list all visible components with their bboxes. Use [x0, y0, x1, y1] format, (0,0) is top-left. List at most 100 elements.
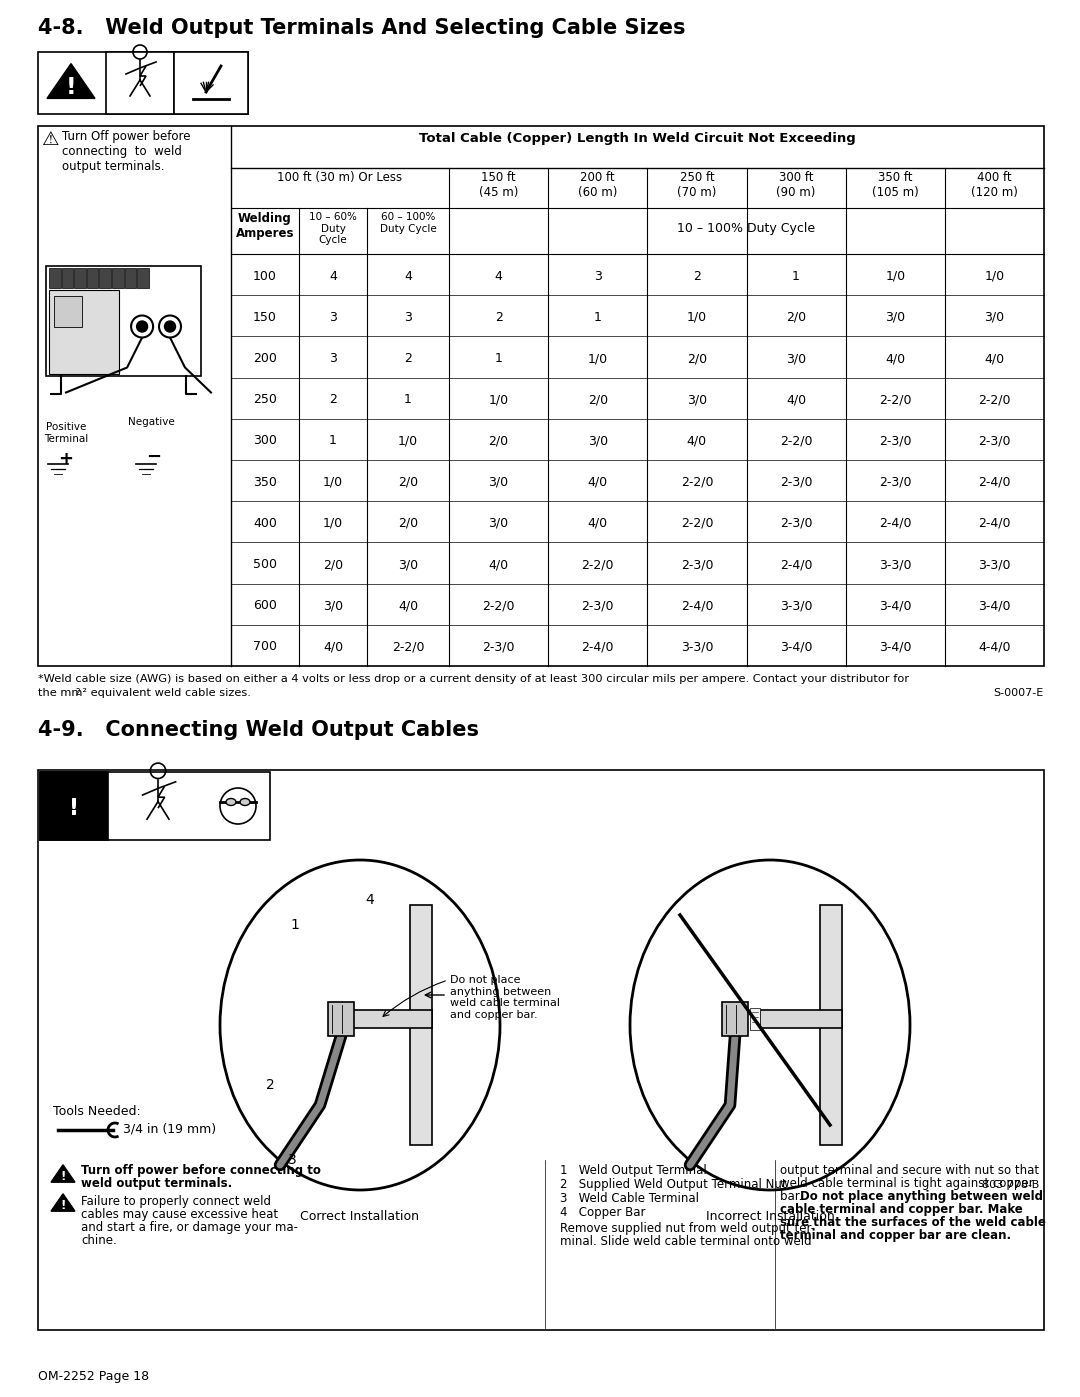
Text: 300: 300	[253, 434, 276, 447]
Text: 3-3/0: 3-3/0	[680, 640, 713, 654]
Text: 3-4/0: 3-4/0	[780, 640, 812, 654]
Text: Negative: Negative	[127, 416, 174, 427]
Text: 500: 500	[253, 557, 276, 571]
Text: 2/0: 2/0	[323, 557, 343, 571]
Text: 3: 3	[594, 270, 602, 282]
Text: 4: 4	[495, 270, 502, 282]
Text: 10 – 100% Duty Cycle: 10 – 100% Duty Cycle	[677, 222, 815, 235]
Bar	[75, 268, 85, 288]
Bar	[760, 1010, 842, 1028]
Text: the mm² equivalent weld cable sizes.: the mm² equivalent weld cable sizes.	[38, 687, 251, 698]
Text: Do not place anything between weld: Do not place anything between weld	[800, 1190, 1043, 1203]
Text: 3-4/0: 3-4/0	[879, 599, 912, 612]
Text: !: !	[66, 75, 77, 99]
Text: 2-2/0: 2-2/0	[581, 557, 615, 571]
Bar	[124, 268, 136, 288]
Text: 1/0: 1/0	[984, 270, 1004, 282]
Text: 2: 2	[266, 1078, 274, 1092]
Text: 3/0: 3/0	[588, 434, 608, 447]
Text: 4/0: 4/0	[984, 352, 1004, 365]
Text: 4/0: 4/0	[588, 475, 608, 489]
Text: 2/0: 2/0	[397, 475, 418, 489]
Text: 3/0: 3/0	[984, 310, 1004, 324]
Text: 150: 150	[253, 310, 276, 324]
Bar	[99, 268, 111, 288]
Text: 2-2/0: 2-2/0	[978, 393, 1011, 407]
Circle shape	[159, 316, 181, 338]
Bar	[46, 265, 201, 376]
Text: 3: 3	[329, 310, 337, 324]
Text: output terminal and secure with nut so that: output terminal and secure with nut so t…	[780, 1164, 1039, 1178]
Text: 1/0: 1/0	[323, 475, 343, 489]
Text: Turn Off power before
connecting  to  weld
output terminals.: Turn Off power before connecting to weld…	[62, 130, 190, 173]
Text: 2-3/0: 2-3/0	[978, 434, 1011, 447]
Bar	[350, 1010, 432, 1028]
Bar	[723, 1002, 748, 1037]
Text: 3-3/0: 3-3/0	[780, 599, 812, 612]
Text: 150 ft
(45 m): 150 ft (45 m)	[478, 170, 518, 198]
Bar	[40, 773, 108, 840]
Text: bar.: bar.	[780, 1190, 806, 1203]
Text: and start a fire, or damage your ma-: and start a fire, or damage your ma-	[81, 1221, 298, 1234]
Text: 4: 4	[366, 893, 375, 907]
Text: 2-4/0: 2-4/0	[581, 640, 615, 654]
Text: weld output terminals.: weld output terminals.	[81, 1178, 232, 1190]
Text: 1/0: 1/0	[886, 270, 905, 282]
Text: weld cable terminal is tight against copper: weld cable terminal is tight against cop…	[780, 1178, 1034, 1190]
Text: 1/0: 1/0	[323, 517, 343, 529]
Text: 2/0: 2/0	[687, 352, 707, 365]
Text: 3/0: 3/0	[786, 352, 806, 365]
Bar	[40, 773, 270, 840]
Text: 2-3/0: 2-3/0	[581, 599, 615, 612]
Text: 4/0: 4/0	[588, 517, 608, 529]
Text: 2-2/0: 2-2/0	[392, 640, 424, 654]
Text: 100: 100	[253, 270, 276, 282]
Bar	[49, 291, 119, 374]
Text: 250 ft
(70 m): 250 ft (70 m)	[677, 170, 717, 198]
Text: terminal and copper bar are clean.: terminal and copper bar are clean.	[780, 1229, 1011, 1242]
Bar	[38, 770, 1044, 1330]
Text: minal. Slide weld cable terminal onto weld: minal. Slide weld cable terminal onto we…	[561, 1235, 812, 1248]
Text: !: !	[69, 798, 79, 819]
Text: 3/0: 3/0	[886, 310, 905, 324]
Ellipse shape	[226, 799, 237, 806]
Text: 803 778-B: 803 778-B	[982, 1180, 1039, 1190]
Text: 400 ft
(120 m): 400 ft (120 m)	[971, 170, 1017, 198]
Bar	[750, 1009, 760, 1030]
Text: 2-3/0: 2-3/0	[879, 434, 912, 447]
Text: 60 – 100%
Duty Cycle: 60 – 100% Duty Cycle	[380, 212, 436, 233]
Text: 1/0: 1/0	[588, 352, 608, 365]
Text: Failure to properly connect weld: Failure to properly connect weld	[81, 1194, 271, 1208]
Text: 3: 3	[404, 310, 411, 324]
Text: 4/0: 4/0	[886, 352, 905, 365]
Text: 2   Supplied Weld Output Terminal Nut: 2 Supplied Weld Output Terminal Nut	[561, 1178, 786, 1192]
Text: sure that the surfaces of the weld cable: sure that the surfaces of the weld cable	[780, 1215, 1045, 1229]
Text: 2/0: 2/0	[397, 517, 418, 529]
Ellipse shape	[220, 861, 500, 1190]
Text: 3/0: 3/0	[488, 475, 509, 489]
Text: −: −	[147, 448, 162, 467]
Text: 2-3/0: 2-3/0	[780, 475, 812, 489]
Text: 1: 1	[792, 270, 800, 282]
Text: 2-2/0: 2-2/0	[483, 599, 515, 612]
Text: Do not place
anything between
weld cable terminal
and copper bar.: Do not place anything between weld cable…	[450, 975, 561, 1020]
Text: 3: 3	[329, 352, 337, 365]
Bar	[54, 296, 82, 327]
Text: 3/0: 3/0	[687, 393, 707, 407]
Text: 2-2/0: 2-2/0	[680, 517, 713, 529]
Text: 4   Copper Bar: 4 Copper Bar	[561, 1206, 646, 1220]
Circle shape	[164, 321, 175, 332]
Text: 2: 2	[75, 687, 80, 697]
Text: 1/0: 1/0	[397, 434, 418, 447]
Text: Remove supplied nut from weld output ter-: Remove supplied nut from weld output ter…	[561, 1222, 815, 1235]
Text: 1: 1	[404, 393, 411, 407]
Text: 4-9.   Connecting Weld Output Cables: 4-9. Connecting Weld Output Cables	[38, 719, 480, 740]
Text: Incorrect Installation: Incorrect Installation	[705, 1210, 835, 1222]
Text: 4-8.   Weld Output Terminals And Selecting Cable Sizes: 4-8. Weld Output Terminals And Selecting…	[38, 18, 686, 38]
Polygon shape	[48, 64, 95, 98]
Text: 2-3/0: 2-3/0	[680, 557, 713, 571]
Text: 2-4/0: 2-4/0	[680, 599, 713, 612]
Polygon shape	[51, 1165, 75, 1182]
Text: 300 ft
(90 m): 300 ft (90 m)	[777, 170, 815, 198]
Text: +: +	[58, 450, 73, 468]
